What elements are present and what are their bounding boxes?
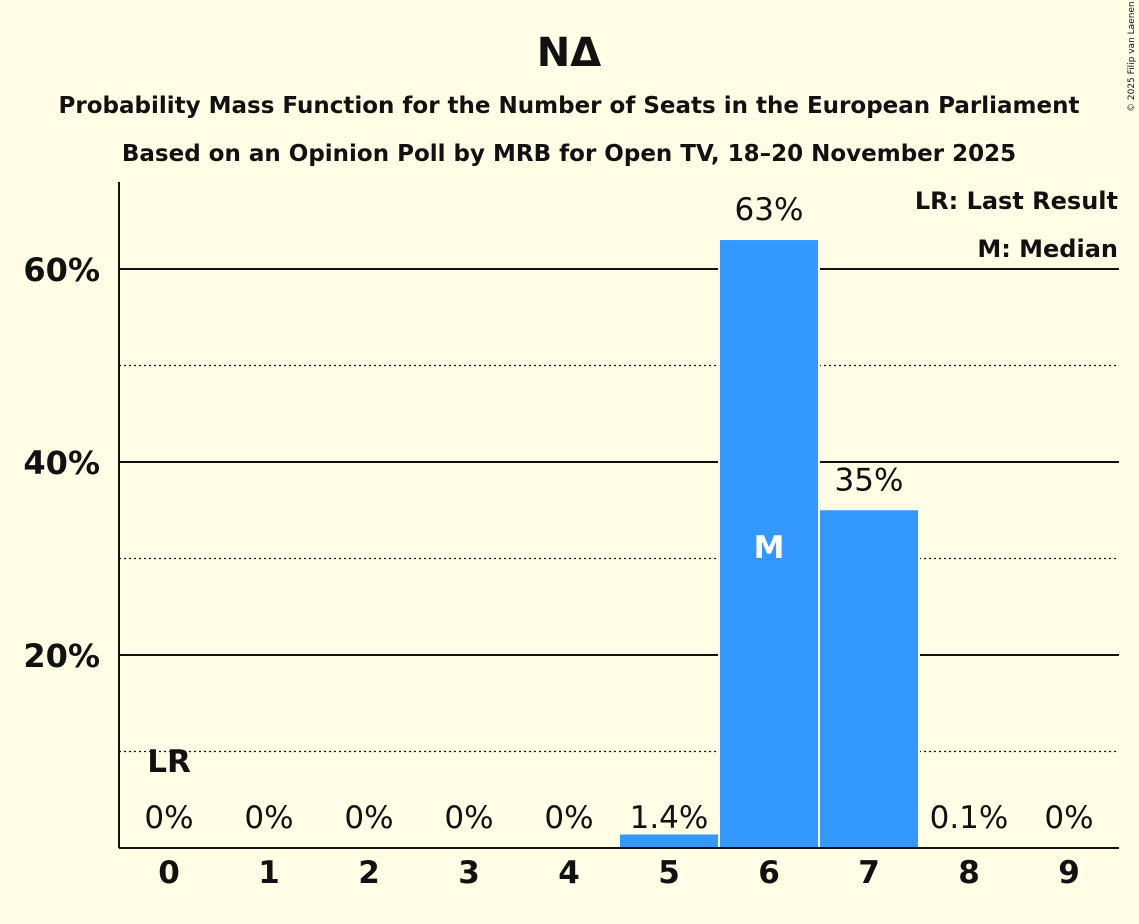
chart-title: ΝΔ [537, 30, 601, 76]
value-label: 35% [835, 462, 904, 498]
x-tick-label: 7 [858, 855, 880, 891]
y-tick-label: 40% [23, 444, 100, 482]
x-tick-label: 1 [258, 855, 280, 891]
chart-subtitle-2: Based on an Opinion Poll by MRB for Open… [122, 141, 1016, 167]
value-label: 1.4% [630, 800, 709, 836]
x-tick-label: 2 [358, 855, 380, 891]
legend-median: M: Median [977, 235, 1118, 263]
x-tick-label: 5 [658, 855, 680, 891]
legend-last-result: LR: Last Result [915, 187, 1118, 215]
x-tick-label: 4 [558, 855, 580, 891]
value-label: 0% [544, 800, 593, 836]
chart-subtitle-1: Probability Mass Function for the Number… [59, 93, 1080, 119]
bar-seats-5 [620, 834, 718, 848]
x-tick-label: 6 [758, 855, 780, 891]
bar-seats-6 [720, 240, 818, 849]
median-marker: M [754, 530, 785, 566]
copyright-text: © 2025 Filip van Laenen [1127, 1, 1137, 112]
value-label: 63% [735, 192, 804, 228]
value-label: 0.1% [930, 800, 1009, 836]
value-label: 0% [244, 800, 293, 836]
x-tick-label: 8 [958, 855, 980, 891]
value-label: 0% [1044, 800, 1093, 836]
x-tick-label: 3 [458, 855, 480, 891]
bar-seats-7 [820, 510, 918, 848]
value-label: 0% [144, 800, 193, 836]
x-tick-label: 0 [158, 855, 180, 891]
y-tick-label: 20% [23, 637, 100, 675]
x-tick-label: 9 [1058, 855, 1080, 891]
value-label: 0% [344, 800, 393, 836]
y-tick-label: 60% [23, 251, 100, 289]
last-result-marker: LR [147, 744, 191, 780]
value-label: 0% [444, 800, 493, 836]
